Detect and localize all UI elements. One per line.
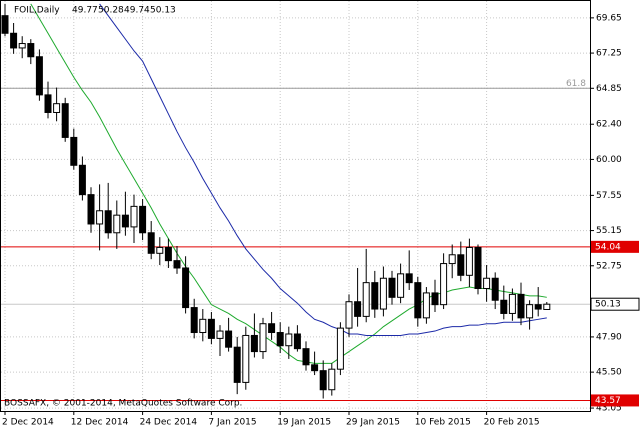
candle-body [336, 327, 344, 370]
candle-body [199, 318, 207, 334]
candle-body [526, 304, 534, 319]
candle-body [190, 307, 198, 334]
y-tick-label: 52.75 [596, 261, 622, 271]
candle-body [121, 214, 129, 228]
candle-body [173, 260, 181, 269]
candle-body [27, 43, 35, 58]
x-tick-label: 7 Jan 2015 [208, 418, 256, 428]
candle-body [61, 103, 69, 138]
price-label: 50.13 [595, 300, 621, 310]
candle-body [474, 246, 482, 290]
candle-body [113, 214, 121, 234]
chart-title: FOIL,Daily [14, 6, 60, 16]
y-tick-label: 45.50 [596, 368, 622, 378]
candle-body [130, 205, 138, 228]
y-tick-label: 67.25 [596, 49, 622, 59]
ohlc-low: 49.74 [124, 6, 150, 16]
candle-body [543, 303, 551, 310]
candle-body [268, 323, 276, 334]
x-tick-label: 29 Jan 2015 [346, 418, 400, 428]
candle-body [147, 232, 155, 254]
candle-body [491, 277, 499, 301]
x-tick-label: 19 Jan 2015 [277, 418, 331, 428]
candle-body [371, 282, 379, 310]
candle-body [414, 282, 422, 319]
y-tick-label: 60.00 [596, 155, 622, 165]
candle-body [534, 304, 542, 310]
candle-body [139, 205, 147, 234]
candle-body [500, 299, 508, 314]
candle-body [164, 246, 172, 262]
ohlc-high: 50.28 [98, 6, 124, 16]
candle-body [397, 273, 405, 298]
candle-body [483, 277, 491, 290]
candle-body [362, 282, 370, 317]
candle-body [311, 364, 319, 372]
candle-body [242, 334, 250, 383]
copyright: BOSSAFX, © 2001-2014, MetaQuotes Softwar… [4, 399, 242, 409]
x-tick-label: 10 Feb 2015 [415, 418, 471, 428]
level-value: 43.57 [595, 396, 621, 406]
level-label: 61.8 [566, 79, 586, 89]
x-tick-label: 24 Dec 2014 [140, 418, 198, 428]
y-tick-label: 55.15 [596, 226, 622, 236]
candle-body [216, 330, 224, 339]
candle-body [508, 293, 516, 314]
level-box [591, 394, 639, 407]
candle-body [517, 293, 525, 319]
candle-body [276, 332, 284, 347]
candle-body [465, 246, 473, 276]
ohlc-close: 50.13 [150, 6, 176, 16]
candle-body [259, 323, 267, 353]
x-tick-label: 2 Dec 2014 [2, 418, 54, 428]
candle-body [156, 246, 164, 254]
candle-body [457, 254, 465, 276]
level-box [591, 240, 639, 253]
candle-body [250, 334, 258, 353]
candle-body [35, 56, 43, 96]
level-value: 54.04 [595, 242, 621, 252]
y-tick-label: 69.65 [596, 13, 622, 23]
y-tick-label: 62.40 [596, 120, 622, 130]
candle-body [285, 333, 293, 347]
candle-body [293, 333, 301, 350]
y-tick-label: 43.05 [596, 404, 622, 414]
candle-body [207, 318, 215, 339]
candle-body [405, 273, 413, 284]
y-tick-label: 47.90 [596, 332, 622, 342]
candle-body [87, 194, 95, 225]
y-tick-label: 57.55 [596, 191, 622, 201]
candle-body [96, 210, 104, 225]
candle-body [78, 164, 86, 196]
candle-body [345, 301, 353, 329]
candle-body [182, 267, 190, 309]
candle-body [448, 254, 456, 265]
candle-body [328, 368, 336, 391]
candle-body [53, 103, 61, 113]
candle-body [440, 263, 448, 306]
candle-body [225, 330, 233, 348]
candle-body [379, 277, 387, 310]
candle-body [18, 43, 26, 49]
candle-body [233, 346, 241, 383]
candle-body [302, 348, 310, 366]
candle-body [44, 94, 52, 113]
candle-body [319, 370, 327, 391]
candle-body [354, 301, 362, 317]
candle-body [431, 292, 439, 306]
y-tick-label: 64.85 [596, 84, 622, 94]
candle-body [388, 277, 396, 298]
moving-average [99, 3, 547, 336]
candle-body [422, 292, 430, 319]
candle-body [10, 32, 18, 49]
candle-body [70, 136, 78, 166]
x-tick-label: 20 Feb 2015 [484, 418, 540, 428]
candle-body [1, 15, 9, 34]
ohlc-open: 49.77 [72, 6, 98, 16]
price-box [590, 297, 640, 311]
candle-body [104, 210, 112, 234]
x-tick-label: 12 Dec 2014 [71, 418, 129, 428]
